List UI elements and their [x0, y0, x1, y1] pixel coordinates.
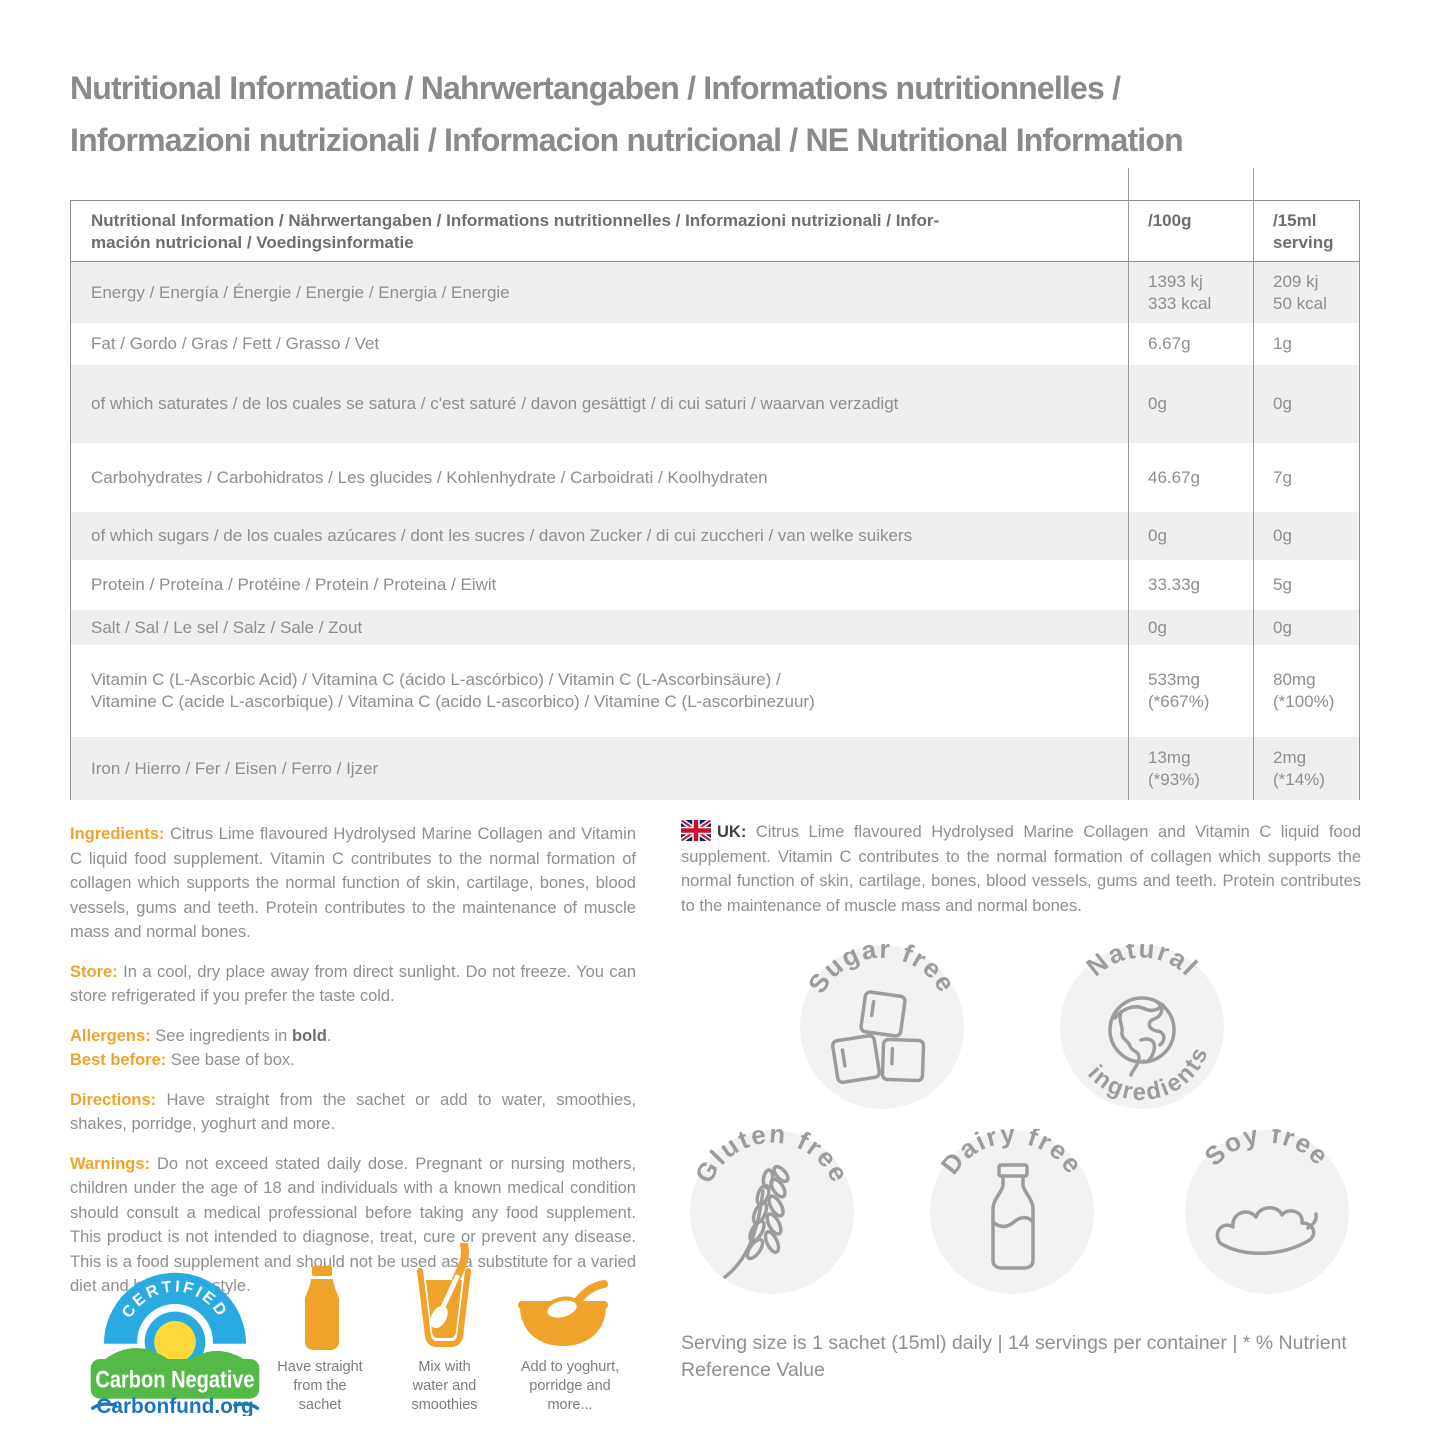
row-value-15ml: 7g	[1273, 467, 1292, 487]
table-row: of which sugars / de los cuales azúcares…	[71, 512, 1359, 560]
row-label: Fat / Gordo / Gras / Fett / Grasso / Vet	[91, 334, 380, 353]
row-value-100g: 533mg (*667%)	[1148, 670, 1210, 711]
page-title-line2: Informazioni nutrizionali / Informacion …	[70, 122, 1184, 158]
row-value-100g: 0g	[1148, 394, 1167, 413]
row-value-100g: 46.67g	[1148, 467, 1200, 487]
table-column-divider	[1253, 168, 1254, 800]
carbonfund-org-text: Carbonfund.org	[96, 1395, 253, 1416]
sachet-icon	[305, 1266, 339, 1350]
globe-icon	[1108, 996, 1176, 1077]
ingredients-text: Citrus Lime flavoured Hydrolysed Marine …	[70, 825, 636, 941]
allergens-text: See ingredients in	[150, 1026, 292, 1045]
store-label: Store:	[70, 962, 118, 981]
ingredients-section: Ingredients: Citrus Lime flavoured Hydro…	[70, 822, 636, 945]
row-value-100g: 0g	[1148, 617, 1167, 637]
row-label: Energy / Energía / Énergie / Energie / E…	[91, 282, 510, 302]
allergens-period: .	[326, 1026, 332, 1045]
info-column: Ingredients: Citrus Lime flavoured Hydro…	[70, 822, 636, 1314]
usage-label-sachet: Have straight from the sachet	[277, 1359, 363, 1413]
uk-section: UK: Citrus Lime flavoured Hydrolysed Mar…	[681, 820, 1361, 918]
row-value-15ml: 0g	[1273, 617, 1292, 637]
certified-carbon-negative-logo: CERTIFIED Carbon Negative Carbonfund.org	[90, 1272, 260, 1416]
uk-label: UK:	[717, 823, 747, 841]
row-label: of which saturates / de los cuales se sa…	[91, 394, 899, 413]
row-label: Protein / Proteína / Protéine / Protein …	[91, 575, 497, 594]
serving-note: Serving size is 1 sachet (15ml) daily | …	[681, 1332, 1347, 1381]
table-row: Protein / Proteína / Protéine / Protein …	[71, 560, 1359, 610]
bowl-spoon-icon	[518, 1280, 608, 1346]
row-value-15ml: 0g	[1273, 394, 1292, 413]
page-title-line1: Nutritional Information / Nahrwertangabe…	[70, 70, 1121, 106]
sugar-free-badge: Sugar free	[800, 944, 964, 1109]
table-header-15ml: /15ml serving	[1273, 211, 1334, 252]
carbon-negative-banner-text: Carbon Negative	[95, 1367, 254, 1393]
row-value-100g: 0g	[1148, 526, 1167, 545]
best-before-section: Best before: See base of box.	[70, 1048, 636, 1073]
row-label: Carbohydrates / Carbohidratos / Les gluc…	[91, 467, 768, 487]
best-before-label: Best before:	[70, 1051, 167, 1069]
row-value-100g: 13mg (*93%)	[1148, 747, 1200, 789]
row-label: of which sugars / de los cuales azúcares…	[91, 526, 913, 545]
table-row: of which saturates / de los cuales se sa…	[71, 365, 1359, 443]
allergens-section: Allergens: See ingredients in bold.	[70, 1024, 636, 1049]
table-row: Vitamin C (L-Ascorbic Acid) / Vitamina C…	[71, 645, 1359, 737]
usage-label-yoghurt: Add to yoghurt, porridge and more...	[520, 1359, 620, 1413]
nutrition-table: Nutritional Information / Nährwertangabe…	[70, 200, 1360, 800]
uk-text: Citrus Lime flavoured Hydrolysed Marine …	[681, 823, 1361, 915]
row-value-15ml: 2mg (*14%)	[1273, 747, 1325, 789]
store-section: Store: In a cool, dry place away from di…	[70, 960, 636, 1009]
row-value-100g: 1393 kj 333 kcal	[1148, 271, 1212, 313]
best-before-text: See base of box.	[166, 1051, 295, 1069]
soy-pod-icon	[1215, 1206, 1318, 1255]
directions-label: Directions:	[70, 1090, 157, 1109]
table-row: Energy / Energía / Énergie / Energie / E…	[71, 262, 1359, 323]
table-column-divider	[1128, 168, 1129, 800]
table-row: Fat / Gordo / Gras / Fett / Grasso / Vet…	[71, 323, 1359, 365]
dairy-free-badge: Dairy free	[930, 1129, 1094, 1294]
row-value-15ml: 5g	[1273, 575, 1292, 594]
row-label: Iron / Hierro / Fer / Eisen / Ferro / Ij…	[91, 758, 379, 778]
table-row: Carbohydrates / Carbohidratos / Les gluc…	[71, 443, 1359, 512]
table-row: Iron / Hierro / Fer / Eisen / Ferro / Ij…	[71, 737, 1359, 800]
wheat-icon	[723, 1164, 790, 1279]
row-value-15ml: 80mg (*100%)	[1273, 670, 1335, 711]
allergens-label: Allergens:	[70, 1026, 151, 1045]
ingredients-label: Ingredients:	[70, 825, 165, 843]
row-value-15ml: 209 kj 50 kcal	[1273, 271, 1327, 313]
usage-label-mix: Mix with water and smoothies	[411, 1359, 478, 1413]
sugar-cubes-icon	[830, 990, 926, 1085]
row-value-15ml: 1g	[1273, 334, 1292, 353]
row-value-15ml: 0g	[1273, 526, 1292, 545]
soy-free-badge: Soy free	[1185, 1129, 1349, 1294]
uk-flag-icon	[681, 820, 711, 841]
directions-section: Directions: Have straight from the sache…	[70, 1088, 636, 1137]
table-row: Salt / Sal / Le sel / Salz / Sale / Zout…	[71, 610, 1359, 645]
row-label: Salt / Sal / Le sel / Salz / Sale / Zout	[91, 617, 363, 637]
gluten-free-badge: Gluten free	[689, 1129, 854, 1294]
table-header-label: Nutritional Information / Nährwertangabe…	[91, 211, 940, 252]
table-header-row: Nutritional Information / Nährwertangabe…	[71, 201, 1359, 262]
natural-ingredients-badge: Natural ingredients	[1060, 944, 1224, 1109]
directions-text: Have straight from the sachet or add to …	[70, 1090, 636, 1134]
row-label: Vitamin C (L-Ascorbic Acid) / Vitamina C…	[91, 670, 815, 711]
warnings-label: Warnings:	[70, 1154, 151, 1173]
page-title: Nutritional Information / Nahrwertangabe…	[70, 62, 1184, 166]
row-value-100g: 33.33g	[1148, 575, 1200, 594]
table-header-100g: /100g	[1148, 211, 1192, 230]
glass-spoon-icon	[417, 1243, 471, 1347]
allergens-bold-word: bold	[291, 1026, 327, 1045]
milk-bottle-icon	[991, 1163, 1035, 1270]
store-text: In a cool, dry place away from direct su…	[70, 962, 636, 1006]
row-value-100g: 6.67g	[1148, 334, 1191, 353]
